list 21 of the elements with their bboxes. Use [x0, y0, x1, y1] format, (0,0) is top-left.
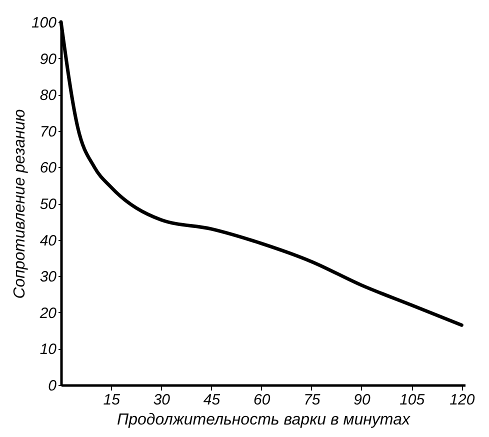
y-tick-label: 50 — [40, 196, 58, 213]
y-tick-label: 100 — [31, 14, 58, 32]
y-axis-title: Сопротивление резанию — [11, 109, 28, 299]
x-axis-title: Продолжительность варки в минутах — [117, 412, 411, 428]
x-tick-label: 105 — [400, 392, 426, 408]
x-tick-label: 60 — [253, 392, 271, 408]
y-tick-label: 0 — [48, 378, 58, 394]
y-tick-label: 40 — [40, 232, 58, 250]
y-tick-label: 70 — [40, 123, 58, 140]
y-tick-label: 30 — [40, 268, 58, 286]
x-tick-label: 15 — [103, 392, 121, 408]
x-tick-label: 90 — [354, 392, 371, 408]
x-tick-label: 120 — [450, 392, 476, 408]
x-tick-label: 75 — [304, 392, 321, 408]
y-tick-label: 10 — [40, 341, 58, 358]
y-tick-label: 20 — [38, 304, 58, 322]
x-tick-label: 30 — [153, 392, 171, 408]
y-tick-label: 80 — [40, 87, 58, 104]
y-tick-label: 90 — [40, 50, 58, 68]
x-tick-label: 45 — [203, 392, 221, 408]
y-tick-label: 60 — [40, 160, 58, 177]
